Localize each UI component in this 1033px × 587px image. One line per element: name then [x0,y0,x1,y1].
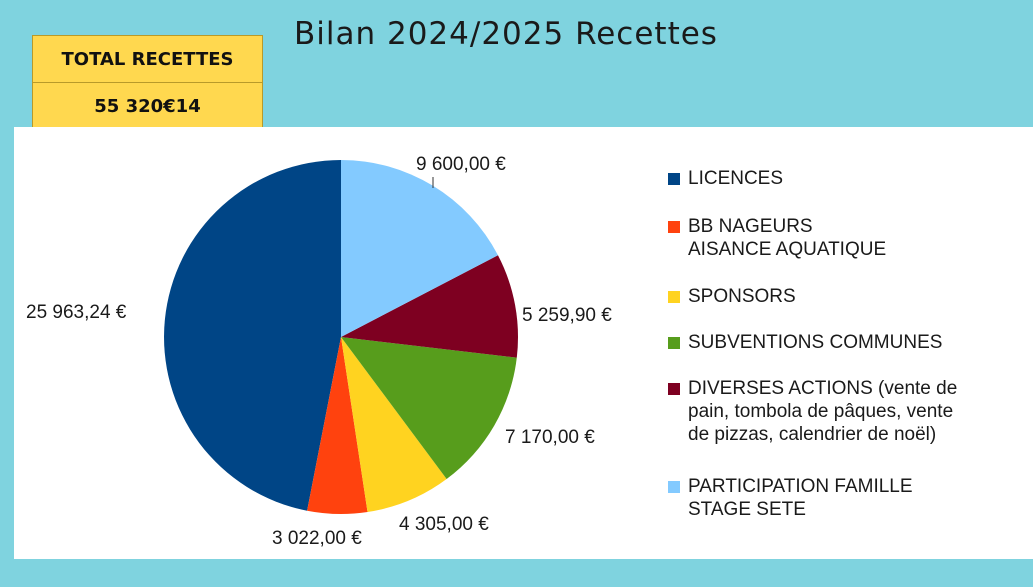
data-label-subventions-communes: 7 170,00 € [505,427,595,448]
legend-item-bb-nageurs: BB NAGEURS AISANCE AQUATIQUE [668,215,1018,261]
data-label-bb-nageurs: 3 022,00 € [272,528,362,549]
legend-item-participation-famille: PARTICIPATION FAMILLE STAGE SETE [668,475,1018,521]
legend-item-sponsors: SPONSORS [668,285,1018,308]
data-label-diverses-actions: 5 259,90 € [522,305,612,326]
legend-label-bb-nageurs: BB NAGEURS AISANCE AQUATIQUE [688,216,887,260]
pie-chart: 25 963,24 € 3 022,00 € 4 305,00 € 7 170,00 … [26,154,612,549]
page-title: Bilan 2024/2025 Recettes [294,16,718,52]
legend-swatch-bb-nageurs [668,221,680,233]
legend-swatch-sponsors [668,291,680,303]
legend-label-diverses-actions: DIVERSES ACTIONS (vente de pain, tombola… [688,378,958,445]
legend-item-licences: LICENCES [668,167,1018,190]
total-recettes-value: 55 320€14 [94,95,201,117]
pie-slice-bb-nageurs [307,337,368,514]
pie-slice-licences [164,160,341,511]
legend-label-participation-famille: PARTICIPATION FAMILLE STAGE SETE [688,476,913,520]
legend-item-subventions-communes: SUBVENTIONS COMMUNES [668,331,1018,354]
legend-swatch-participation-famille [668,481,680,493]
legend-label-subventions-communes: SUBVENTIONS COMMUNES [688,332,943,353]
data-label-participation-famille: 9 600,00 € [416,154,506,175]
legend-swatch-subventions-communes [668,337,680,349]
legend-label-licences: LICENCES [688,168,784,189]
legend-swatch-diverses-actions [668,383,680,395]
data-label-licences: 25 963,24 € [26,302,127,323]
legend-label-sponsors: SPONSORS [688,286,796,307]
data-label-sponsors: 4 305,00 € [399,514,489,535]
chart-panel: 25 963,24 € 3 022,00 € 4 305,00 € 7 170,00 … [14,127,1033,559]
total-recettes-box: TOTAL RECETTES 55 320€14 [32,35,263,128]
pie-slice-participation-famille [341,160,498,337]
legend-item-diverses-actions: DIVERSES ACTIONS (vente de pain, tombola… [668,377,1018,446]
pie-slice-subventions-communes [341,337,517,480]
pie-slice-sponsors [341,337,447,512]
legend-swatch-licences [668,173,680,185]
total-recettes-label: TOTAL RECETTES [33,36,262,83]
pie-slice-diverses-actions [341,255,518,358]
